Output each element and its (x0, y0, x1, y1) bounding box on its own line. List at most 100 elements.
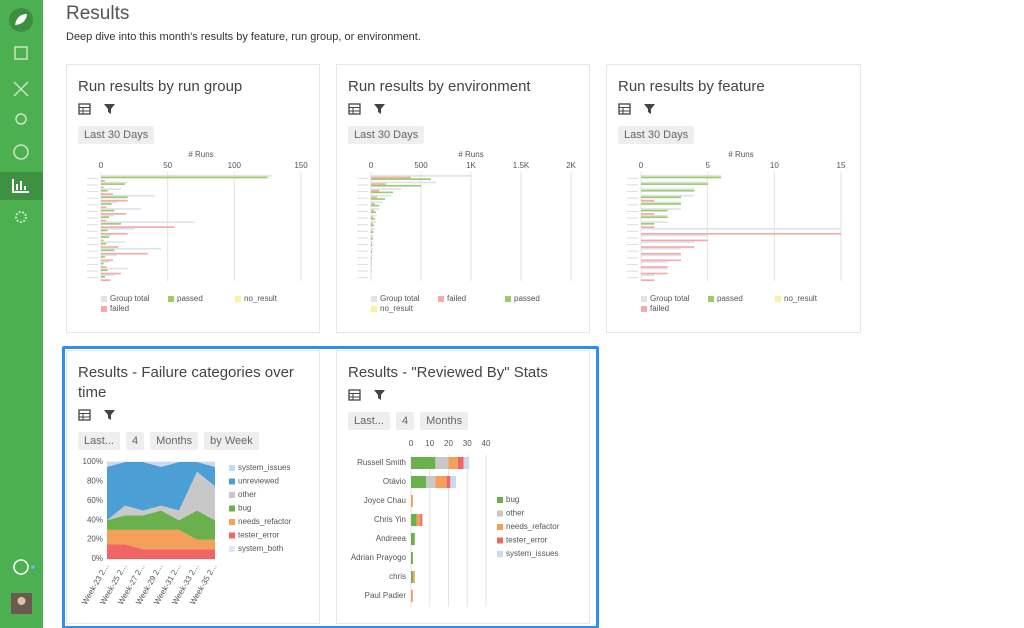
legend-swatch (505, 296, 511, 302)
bar (411, 590, 413, 602)
bar (101, 249, 115, 252)
x-tick-label: 100 (228, 161, 242, 170)
nav-icon[interactable] (13, 81, 29, 97)
area (107, 510, 215, 540)
bar (101, 242, 107, 245)
table-icon[interactable] (78, 409, 91, 421)
filter-chip[interactable]: Last 30 Days (618, 126, 695, 144)
bar (641, 203, 681, 205)
bar (101, 201, 117, 204)
bar (101, 262, 104, 265)
bar (412, 571, 415, 583)
bar (641, 274, 655, 277)
table-icon[interactable] (618, 103, 631, 115)
chart: 0 10 20 30 40 Russell Smith Otávio Joyce Chau Ch… (351, 439, 560, 607)
bar (435, 476, 447, 488)
legend-label: unreviewed (238, 477, 279, 486)
bar (641, 216, 668, 219)
bar (641, 259, 681, 262)
nav-icon[interactable] (14, 46, 28, 60)
bar (101, 269, 108, 272)
avatar-face (17, 597, 26, 605)
nav-icon[interactable] (15, 113, 27, 125)
bar (101, 232, 128, 235)
bar (411, 476, 426, 488)
legend-swatch (641, 306, 647, 312)
bar (371, 237, 373, 240)
legend-label: no_result (380, 304, 414, 313)
bar (371, 262, 372, 265)
widget-card: Results - "Reviewed By" Stats Last... 4 Mon… (336, 350, 590, 624)
bar (411, 552, 413, 564)
legend-swatch (497, 537, 503, 544)
x-tick-label: 0 (369, 161, 374, 170)
selection-frame (62, 346, 599, 628)
filter-chip[interactable]: Last... (78, 432, 120, 450)
widget-title: Run results by environment (348, 78, 531, 95)
legend-label: needs_refactor (506, 522, 560, 531)
x-tick-label: 10 (770, 161, 779, 170)
filter-chip[interactable]: 4 (395, 412, 415, 430)
bar (101, 219, 107, 222)
bar (371, 231, 374, 233)
filter-chip[interactable]: Months (420, 412, 469, 430)
x-tick-label: 10 (425, 439, 434, 448)
bar (101, 194, 155, 197)
bar (641, 261, 668, 263)
legend-swatch (101, 296, 107, 302)
tool-icons (78, 409, 115, 421)
filter-chip[interactable]: Last 30 Days (348, 126, 425, 144)
help-dot (31, 565, 35, 569)
widget-card: Run results by environment Last 30 Days # … (336, 64, 590, 333)
bar (101, 191, 103, 194)
bar (641, 254, 681, 257)
filter-chip[interactable]: Months (150, 432, 199, 450)
table-icon[interactable] (348, 389, 361, 401)
filter-icon[interactable] (374, 104, 385, 114)
y-tick-label: Adrian Prayogo (351, 553, 407, 562)
bar (101, 206, 107, 209)
nav-icon[interactable] (15, 211, 27, 223)
filter-icon[interactable] (374, 390, 385, 400)
filter-icon[interactable] (104, 410, 115, 420)
bar (463, 457, 470, 469)
table-icon[interactable] (348, 103, 361, 115)
filter-chip[interactable]: 4 (125, 432, 145, 450)
y-tick-label: Joyce Chau (364, 496, 406, 505)
x-tick-label: 500 (414, 161, 428, 170)
bar (457, 457, 464, 469)
nav-icon[interactable] (13, 144, 29, 160)
page-title: Results (66, 3, 130, 24)
x-tick-label: 20 (444, 439, 453, 448)
filter-chip[interactable]: Last... (348, 412, 390, 430)
help-icon[interactable] (13, 559, 29, 575)
bar (371, 244, 373, 247)
bar (101, 186, 104, 189)
bar (101, 203, 112, 205)
legend-swatch (235, 296, 241, 302)
bar (371, 256, 372, 258)
filter-chip[interactable]: Last 30 Days (78, 126, 155, 144)
bar (641, 246, 695, 248)
filter-chip[interactable]: by Week (204, 432, 259, 450)
legend-swatch (229, 546, 235, 552)
bar (411, 571, 413, 583)
bar (101, 226, 175, 228)
x-tick-label: 1K (466, 161, 476, 170)
bar (371, 228, 375, 230)
x-tick-label: 30 (463, 439, 472, 448)
bar (641, 223, 655, 225)
filter-icon[interactable] (644, 104, 655, 114)
bar (416, 514, 421, 526)
bar (101, 241, 125, 243)
bar (101, 276, 105, 278)
widget-card: Run results by run group Last 30 Days # Ru… (66, 64, 320, 333)
sidebar-icons (0, 8, 43, 614)
bar (101, 221, 195, 224)
bar (101, 247, 161, 250)
bar (101, 176, 268, 179)
filter-icon[interactable] (104, 104, 115, 114)
bar (420, 514, 423, 526)
table-icon[interactable] (78, 103, 91, 115)
